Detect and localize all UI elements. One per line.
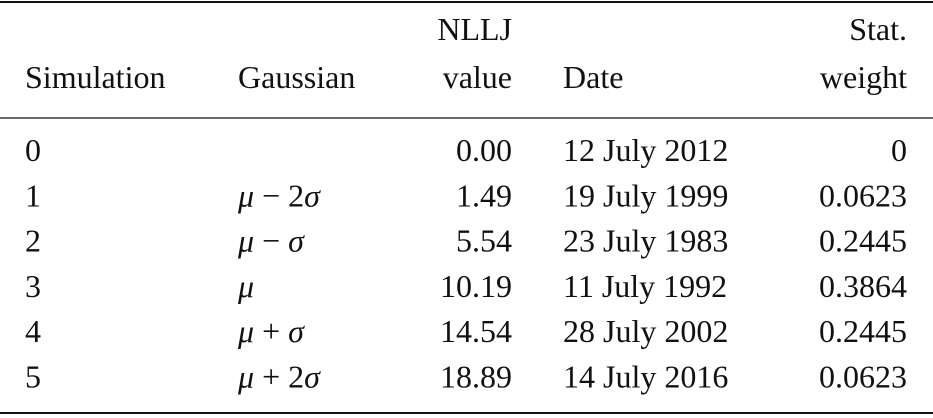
table-cell: 12 July 2012 [563,132,728,168]
table-cell: 2 [25,223,41,259]
table-cell: 0.0623 [819,177,907,213]
table-cell: μ − σ [237,223,305,259]
header-cell: weight [820,59,907,95]
table-cell: 0.2445 [819,223,907,259]
table-cell: μ − 2σ [237,177,321,213]
header-cell: Simulation [25,59,165,95]
table-cell: 3 [25,268,41,304]
table-cell: 28 July 2002 [563,313,728,349]
table-cell: 18.89 [440,359,512,395]
table-cell: 5 [25,359,41,395]
table-cell: μ + 2σ [237,359,321,395]
table-cell: 0 [891,132,907,168]
table-cell: 0 [25,132,41,168]
table-cell: 1.49 [456,177,512,213]
table-cell: 23 July 1983 [563,223,728,259]
header-cell: NLLJ [437,11,512,47]
header-cell: Date [563,59,623,95]
table-cell: 10.19 [440,268,512,304]
table-cell: 0.3864 [819,268,907,304]
table-cell: 19 July 1999 [563,177,728,213]
table-cell: 5.54 [456,223,512,259]
table-cell: 14 July 2016 [563,359,728,395]
table-cell: 14.54 [440,313,512,349]
header-cell: Stat. [849,11,907,47]
header-cell: value [443,59,512,95]
table-cell: μ [237,268,254,304]
table-cell: 1 [25,177,41,213]
table-cell: 11 July 1992 [563,268,727,304]
table-cell: 0.0623 [819,359,907,395]
table-cell: 0.00 [456,132,512,168]
header-cell: Gaussian [238,59,355,95]
table-cell: 0.2445 [819,313,907,349]
table-cell: 4 [25,313,41,349]
table-cell: μ + σ [237,313,305,349]
